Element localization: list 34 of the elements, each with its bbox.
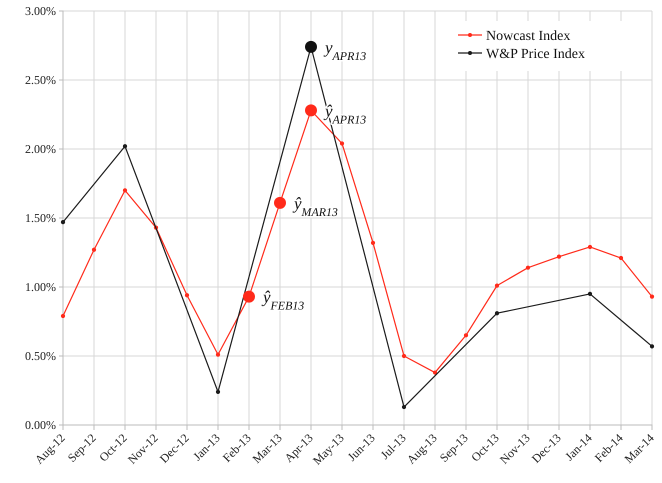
- point: [650, 344, 654, 348]
- annotation: ŷ$_{FEB13}$: [261, 288, 304, 313]
- y-tick-label: 2.00%: [25, 142, 56, 156]
- point: [494, 284, 500, 288]
- point: [618, 256, 624, 260]
- point: [494, 311, 500, 316]
- annotation: ŷ$_{MAR13}$: [292, 194, 338, 219]
- point: [60, 220, 66, 224]
- y-tick-label: 2.50%: [25, 72, 56, 87]
- point: [122, 144, 128, 148]
- point: [464, 333, 468, 338]
- point: [92, 248, 96, 252]
- legend-label: Nowcast Index: [486, 29, 570, 44]
- point: [340, 141, 344, 146]
- point: [122, 188, 128, 193]
- y-tick-label: 0.00%: [25, 418, 56, 432]
- y-tick-label: 0.50%: [25, 348, 56, 363]
- point: [588, 292, 592, 296]
- y-tick-label: 1.50%: [25, 210, 56, 225]
- point: [556, 254, 562, 259]
- annotation: y$_{APR13}$: [323, 38, 366, 63]
- point: [184, 293, 190, 298]
- point: [370, 240, 376, 245]
- point: [60, 314, 66, 318]
- point: [402, 354, 406, 358]
- y-tick-label: 3.00%: [25, 4, 56, 18]
- y-tick-label: 1.00%: [25, 280, 56, 294]
- point: [216, 352, 220, 357]
- legend-label: W&P Price Index: [486, 47, 586, 62]
- point: [402, 404, 406, 410]
- point: [588, 244, 592, 250]
- point: [526, 266, 530, 270]
- point: [650, 294, 654, 299]
- point: [216, 390, 220, 394]
